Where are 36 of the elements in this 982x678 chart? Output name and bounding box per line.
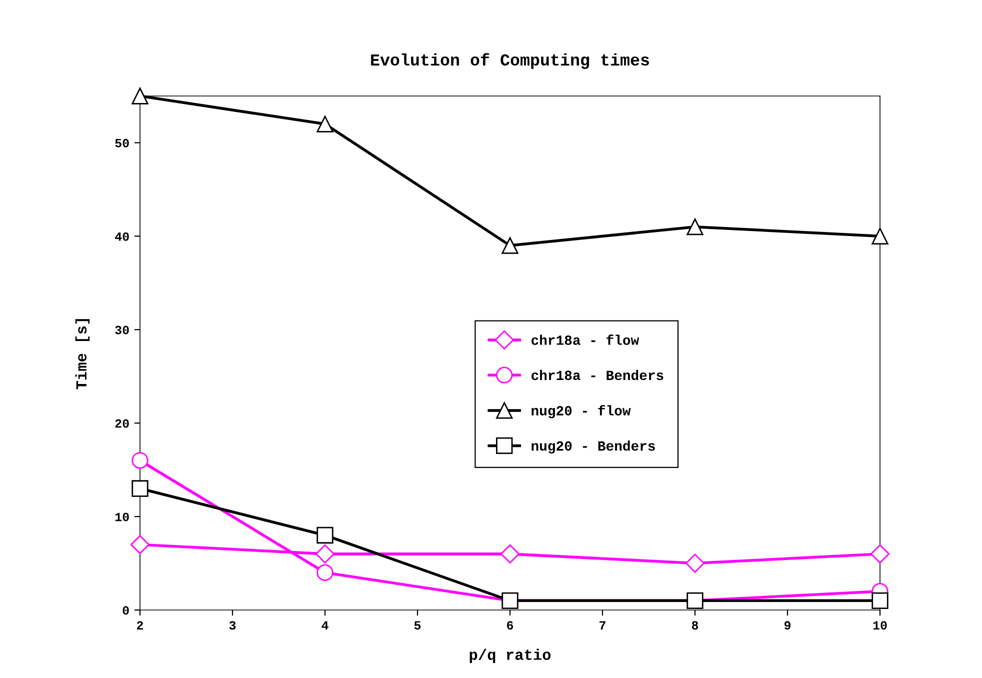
point bbox=[872, 228, 888, 245]
point bbox=[500, 544, 520, 564]
y-tick-label: 0 bbox=[122, 606, 129, 615]
y-tick-label: 10 bbox=[115, 512, 129, 522]
point bbox=[132, 88, 148, 104]
chart-title: Evolution of Computing times bbox=[371, 53, 649, 69]
x-tick-label: 2 bbox=[137, 621, 144, 630]
x-tick-label: 4 bbox=[322, 621, 328, 630]
legend-label: nug20 - Benders bbox=[532, 440, 655, 454]
legend-label: chr18a - flow bbox=[531, 334, 640, 345]
x-tick-label: 5 bbox=[414, 621, 421, 630]
x-tick-label: 10 bbox=[873, 621, 887, 630]
point bbox=[132, 480, 148, 497]
point bbox=[130, 535, 150, 554]
x-axis-title: p/q ratio bbox=[470, 648, 551, 663]
point bbox=[132, 452, 148, 469]
point bbox=[316, 526, 334, 544]
point bbox=[685, 554, 705, 573]
point bbox=[870, 544, 890, 564]
x-tick-label: 7 bbox=[600, 621, 606, 630]
x-tick-label: 3 bbox=[229, 621, 236, 630]
point bbox=[316, 564, 334, 581]
point bbox=[315, 544, 335, 564]
point bbox=[872, 592, 888, 609]
y-tick-label: 30 bbox=[115, 326, 129, 334]
y-tick-label: 50 bbox=[115, 138, 129, 148]
point bbox=[686, 218, 704, 236]
point bbox=[316, 116, 334, 132]
legend-label: nug20 - flow bbox=[532, 405, 631, 418]
x-tick-label: 8 bbox=[692, 621, 698, 630]
y-axis-title: Time [s] bbox=[75, 319, 90, 390]
legend-label: chr18a - Benders bbox=[531, 370, 664, 380]
x-tick-label: 6 bbox=[507, 621, 514, 630]
x-tick-label: 9 bbox=[784, 621, 790, 630]
y-tick-label: 20 bbox=[115, 419, 129, 428]
y-tick-label: 40 bbox=[115, 232, 129, 241]
